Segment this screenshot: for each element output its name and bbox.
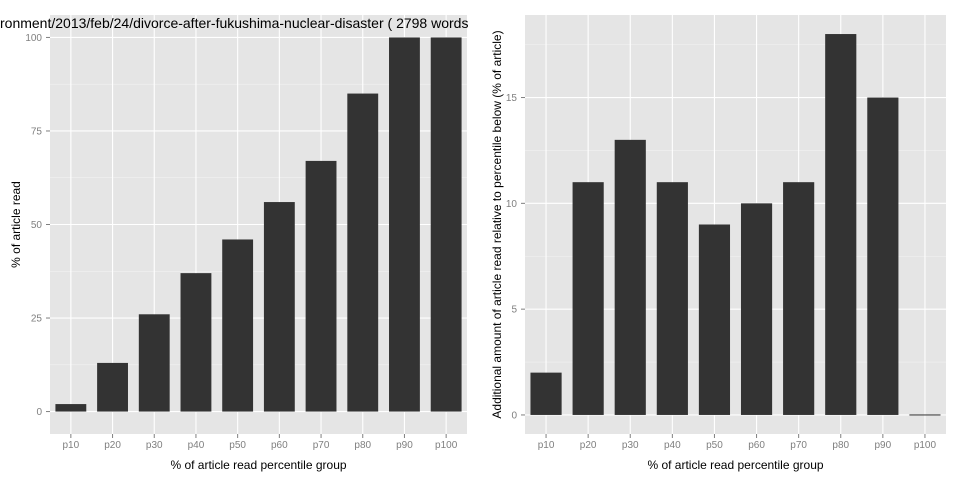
right-x-tick-label: p100: [914, 440, 937, 451]
left-chart-title: ronment/2013/feb/24/divorce-after-fukush…: [0, 15, 468, 31]
right-x-tick-label: p60: [748, 440, 765, 451]
right-x-tick-labels: p10 p20 p30 p40 p50 p60 p70 p80 p90 p100: [538, 434, 937, 451]
left-y-tick-label: 25: [31, 314, 43, 325]
left-x-tick-label: p100: [435, 440, 458, 451]
left-x-tick-label: p60: [271, 440, 288, 451]
right-bar-p90: [867, 97, 899, 415]
right-bar-p20: [572, 182, 604, 415]
right-bar-p40: [656, 182, 688, 415]
left-bar-p80: [347, 93, 379, 412]
right-bar-p50: [698, 224, 731, 415]
left-x-tick-labels: p10 p20 p30 p40 p50 p60 p70 p80 p90 p100: [63, 434, 458, 451]
right-bar-p100: [909, 414, 941, 416]
right-bar-chart: 0 5 10 15 p10 p20 p30 p40 p50 p60 p70 p80 p90 p100 %…: [490, 15, 946, 472]
left-y-tick-label: 0: [36, 407, 42, 418]
left-bar-p10: [55, 404, 87, 412]
left-y-tick-label: 50: [31, 220, 43, 231]
right-bar-p80: [825, 34, 857, 415]
left-x-tick-label: p80: [354, 440, 371, 451]
right-x-tick-label: p30: [622, 440, 639, 451]
right-bars: [530, 34, 941, 416]
left-bar-p20: [97, 362, 128, 412]
right-bar-p10: [530, 372, 562, 415]
left-x-axis-title: % of article read percentile group: [170, 458, 346, 472]
right-y-tick-label: 0: [511, 410, 517, 421]
left-bar-p100: [430, 37, 462, 412]
left-y-axis-title: % of article read: [9, 181, 23, 268]
right-bar-p30: [614, 139, 646, 415]
right-bar-p60: [740, 203, 773, 415]
right-x-tick-label: p20: [580, 440, 597, 451]
left-x-tick-label: p40: [188, 440, 205, 451]
right-x-tick-label: p90: [875, 440, 892, 451]
right-bar-p70: [783, 182, 815, 415]
left-x-tick-label: p90: [396, 440, 413, 451]
right-x-tick-label: p70: [790, 440, 807, 451]
right-x-tick-label: p80: [832, 440, 849, 451]
right-y-tick-label: 15: [506, 93, 518, 104]
left-bar-p60: [263, 202, 295, 412]
left-x-tick-label: p70: [313, 440, 330, 451]
left-x-tick-label: p20: [104, 440, 121, 451]
left-bar-p90: [389, 37, 420, 412]
left-bar-p70: [305, 160, 337, 412]
left-x-tick-label: p10: [63, 440, 80, 451]
right-y-axis-title: Additional amount of article read relati…: [490, 30, 504, 418]
left-x-tick-label: p30: [146, 440, 163, 451]
left-bar-p40: [180, 273, 212, 412]
right-x-tick-label: p40: [664, 440, 681, 451]
right-x-tick-label: p10: [538, 440, 555, 451]
right-y-tick-label: 10: [506, 199, 518, 210]
left-bars: [55, 37, 462, 412]
left-bar-p50: [222, 239, 254, 412]
right-x-axis-title: % of article read percentile group: [647, 458, 823, 472]
right-y-tick-label: 5: [511, 305, 517, 316]
left-bar-p30: [138, 314, 170, 412]
right-y-tick-labels: 0 5 10 15: [506, 93, 525, 421]
left-y-tick-labels: 0 25 50 75 100: [25, 33, 50, 418]
left-y-tick-label: 75: [31, 126, 43, 137]
right-x-tick-label: p50: [706, 440, 723, 451]
left-y-tick-label: 100: [25, 33, 42, 44]
left-x-tick-label: p50: [229, 440, 246, 451]
